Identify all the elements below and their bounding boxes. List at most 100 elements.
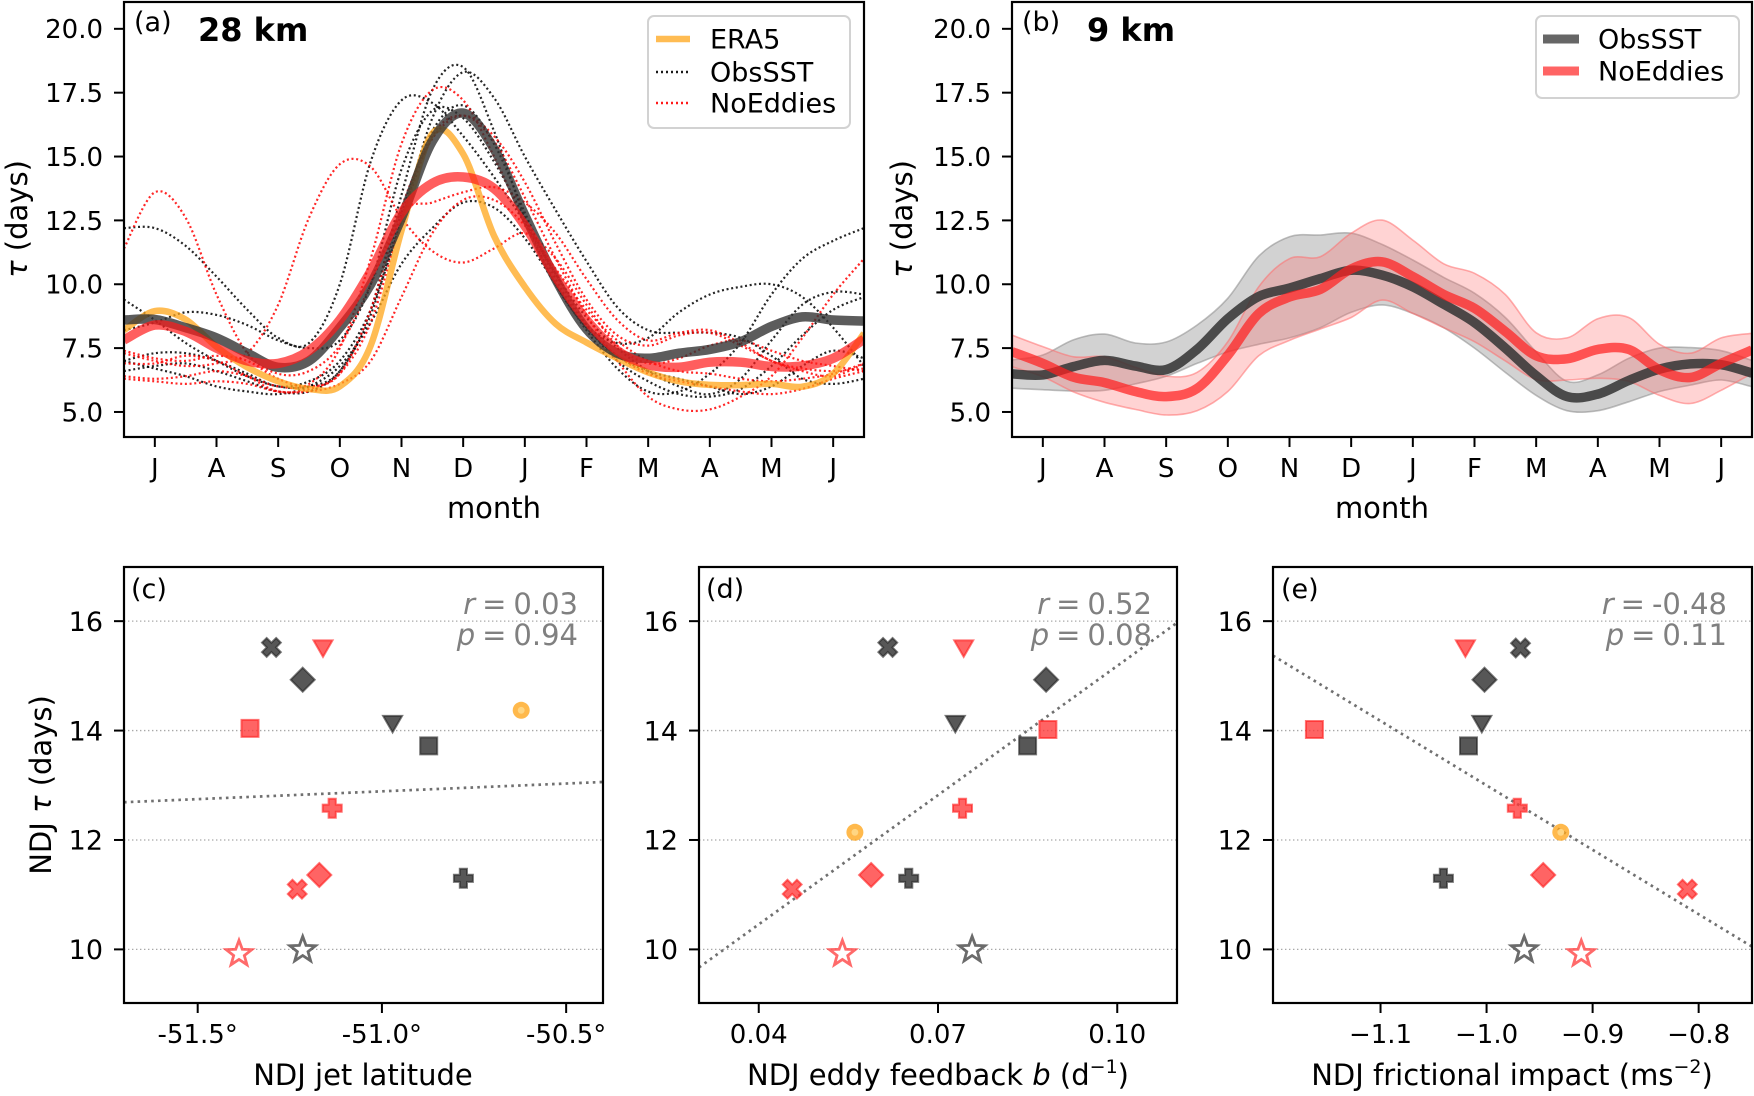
- series-line-obssst-mean: [124, 108, 864, 373]
- x-tick-label: A: [208, 454, 226, 484]
- scatter-point-noeddies-triangle-down: [311, 639, 335, 659]
- panel-d-plot: 10 12 14 16 0.04 0.07 0.10: [644, 565, 1179, 1050]
- legend-label-obssst: ObsSST: [1598, 25, 1702, 56]
- y-tick-label: 20.0: [45, 15, 103, 45]
- y-axis-label-unit: (days): [885, 160, 919, 260]
- legend-label-era5: ERA5: [710, 25, 780, 56]
- p-value: 0.11: [1662, 618, 1727, 652]
- scatter-point-noeddies-diamond: [1529, 861, 1557, 889]
- r-value: 0.52: [1087, 587, 1152, 621]
- series-line-obssst-member-1: [124, 63, 864, 396]
- panel-title: 9 km: [1087, 11, 1175, 49]
- scatter-point-noeddies-x-filled: [286, 878, 309, 901]
- legend-label-noeddies: NoEddies: [710, 89, 836, 120]
- scatter-point-obssst-x-filled: [876, 636, 899, 659]
- y-tick-label: 12: [69, 826, 103, 857]
- x-axis-label-close: ): [1118, 1058, 1129, 1092]
- scatter-point-noeddies-triangle-down: [952, 639, 975, 659]
- series-line-obssst-member-4: [124, 104, 864, 395]
- x-tick-label: J: [827, 454, 837, 484]
- panel-label: (c): [131, 574, 167, 605]
- y-axis-label-unit: (days): [0, 160, 34, 260]
- scatter-point-noeddies-x-filled: [781, 878, 804, 901]
- scatter-point-obssst-star: [955, 932, 989, 965]
- p-symbol: p: [456, 618, 475, 652]
- series-line-obssst-member-6: [124, 105, 864, 399]
- x-tick-label: 0.07: [909, 1020, 967, 1050]
- p-value: 0.94: [513, 618, 578, 652]
- scatter-point-obssst-diamond: [1471, 666, 1498, 694]
- r-value: 0.03: [513, 587, 578, 621]
- scatter-point-noeddies-star: [1564, 936, 1599, 969]
- legend-frame: [1535, 15, 1740, 99]
- axes-frame: [122, 0, 866, 439]
- panel-d: 10 12 14 16 0.04 0.07 0.10 (d) r = 0.52 p = 0.08 N…: [644, 565, 1179, 1092]
- y-tick-label: 16: [644, 607, 678, 638]
- scatter-point-noeddies-square: [1304, 720, 1324, 739]
- band-noeddies-spread: [1012, 219, 1752, 416]
- scatter-point-noeddies-square: [1038, 720, 1058, 739]
- x-tick-label: A: [701, 454, 719, 484]
- x-tick-label: M: [1525, 454, 1547, 484]
- x-tick-label: −1.1: [1349, 1020, 1412, 1050]
- x-tick-label: D: [1341, 454, 1361, 484]
- y-tick-label: 7.5: [62, 334, 103, 364]
- y-tick-label: 16: [1218, 607, 1252, 638]
- y-axis-label-unit: (days): [24, 695, 58, 795]
- axes-frame: [697, 565, 1179, 1005]
- y-tick-label: 10: [69, 935, 103, 966]
- y-axis-label: τ (days): [0, 160, 34, 278]
- panel-a-plot: 5.0 7.5 10.0 12.5 15.0 17.5 20.0 J A S O N D J F M A M J ER…: [45, 0, 866, 484]
- panel-c-plot: 10 12 14 16 -51.5° -51.0° -50.5°: [69, 565, 606, 1050]
- x-tick-label: F: [1467, 454, 1482, 484]
- scatter-point-noeddies-diamond: [305, 861, 333, 889]
- scatter-point-obssst-diamond: [1032, 666, 1060, 694]
- scatter-point-obssst-square: [419, 736, 439, 756]
- series-line-obssst-member-3: [124, 70, 864, 388]
- scatter-point-obssst-x-filled: [260, 636, 283, 659]
- plot-area: [124, 63, 864, 413]
- y-axis-label-prefix: NDJ: [24, 813, 58, 875]
- series-line-obssst-member-2: [124, 94, 864, 396]
- scatter-point-noeddies-x-filled: [1676, 878, 1699, 901]
- series-line-noeddies-mean: [1012, 256, 1752, 402]
- panel-label: (b): [1022, 7, 1060, 38]
- p-value-annotation: p = 0.94: [456, 618, 578, 652]
- scatter-point-obssst-triangle-down: [381, 714, 404, 735]
- series-line-era5: [124, 125, 864, 394]
- panel-e-plot: 10 12 14 16 −1.1 −1.0 −0.9 −0.8: [1218, 565, 1754, 1050]
- x-axis-label-exponent: −1: [1090, 1056, 1118, 1078]
- r-symbol: r: [463, 587, 477, 621]
- x-axis-label: month: [447, 491, 541, 525]
- y-tick-label: 20.0: [933, 15, 991, 45]
- series-line-obssst-mean: [1012, 265, 1752, 403]
- scatter-point-noeddies-star: [222, 936, 256, 969]
- x-tick-label: D: [453, 454, 473, 484]
- x-tick-label: S: [270, 454, 287, 484]
- r-relation: =: [1056, 587, 1080, 621]
- r-relation: =: [1621, 587, 1645, 621]
- x-tick-label: 0.04: [730, 1020, 788, 1050]
- scatter-point-noeddies-plus-filled: [952, 797, 973, 819]
- panel-label: (e): [1281, 574, 1319, 605]
- scatter-point-obssst-square: [1018, 736, 1038, 756]
- y-tick-label: 17.5: [933, 79, 991, 109]
- scatter-point-noeddies-star: [825, 936, 860, 969]
- x-tick-label: -51.5°: [158, 1020, 238, 1050]
- x-axis-label: month: [1335, 491, 1429, 525]
- x-axis-label: NDJ frictional impact (ms−2): [1311, 1056, 1713, 1092]
- x-tick-label: M: [1648, 454, 1670, 484]
- legend-frame: [647, 15, 851, 129]
- p-value: 0.08: [1087, 618, 1152, 652]
- y-axis-label-symbol: τ: [0, 260, 34, 278]
- p-relation: =: [1056, 618, 1080, 652]
- x-axis-label-variable: b: [1032, 1058, 1050, 1092]
- correlation-annotation: r = 0.52: [1037, 587, 1152, 621]
- p-symbol: p: [1030, 618, 1049, 652]
- x-tick-label: J: [1407, 454, 1417, 484]
- series-line-noeddies-member-6: [124, 114, 864, 388]
- regression-line: [699, 621, 1177, 969]
- y-axis-label-symbol: τ: [24, 795, 58, 813]
